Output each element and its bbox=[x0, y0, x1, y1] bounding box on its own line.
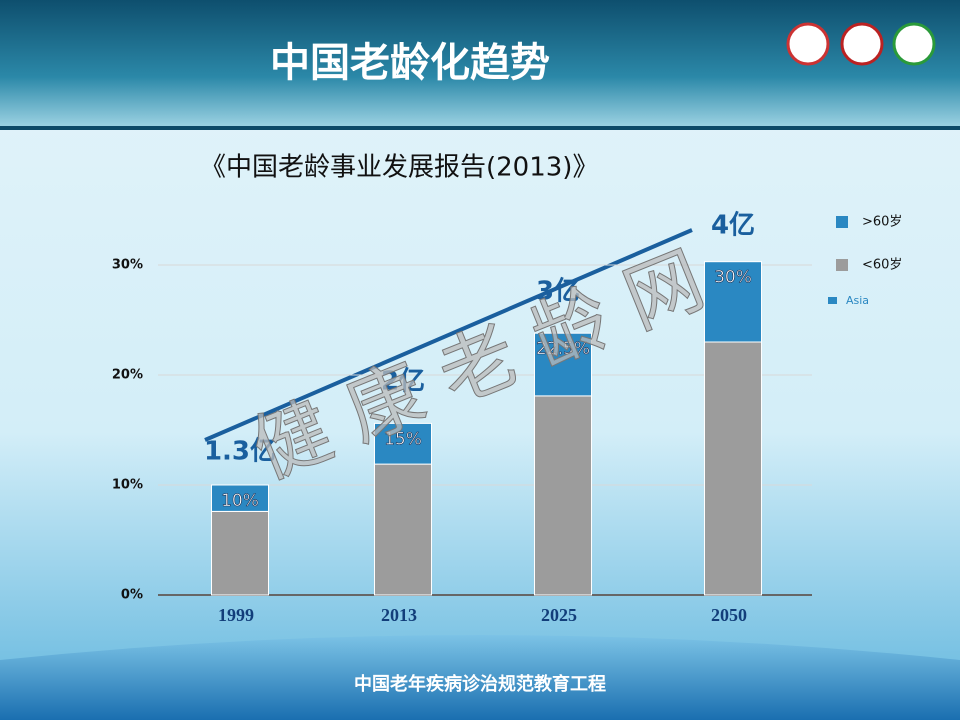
x-tick-label: 2025 bbox=[541, 605, 577, 625]
share-label: 22.5% bbox=[536, 339, 590, 359]
bar-segment bbox=[211, 510, 269, 596]
bar-segment bbox=[534, 395, 592, 596]
x-tick-label: 1999 bbox=[218, 605, 254, 625]
bar-segment bbox=[704, 261, 762, 343]
bar-segment bbox=[374, 422, 432, 465]
bar-segment bbox=[534, 332, 592, 397]
legend-label: >60岁 bbox=[862, 215, 902, 230]
bar-segment bbox=[374, 463, 432, 596]
footer: 中国老年疾病诊治规范教育工程 bbox=[354, 673, 606, 695]
population-label: 3亿 bbox=[536, 277, 580, 307]
share-label: 30% bbox=[714, 268, 752, 288]
y-tick-label: 0% bbox=[121, 588, 143, 603]
header-rule bbox=[0, 126, 960, 130]
bar-segment bbox=[704, 341, 762, 596]
share-label: 15% bbox=[384, 429, 422, 449]
legend-swatch bbox=[836, 216, 848, 228]
population-label: 4亿 bbox=[711, 211, 755, 241]
header-band bbox=[0, 0, 960, 128]
footer-band bbox=[0, 635, 960, 720]
population-label: 1.3亿 bbox=[204, 437, 276, 467]
y-tick-label: 10% bbox=[112, 478, 143, 493]
x-tick-label: 2050 bbox=[711, 605, 747, 625]
legend-swatch bbox=[828, 297, 837, 304]
legend-label: <60岁 bbox=[862, 258, 902, 273]
logo bbox=[786, 22, 830, 66]
population-label: 2亿 bbox=[381, 367, 425, 397]
legend-swatch bbox=[836, 259, 848, 271]
x-tick-label: 2013 bbox=[381, 605, 417, 625]
y-tick-label: 20% bbox=[112, 368, 143, 383]
subtitle: 《中国老龄事业发展报告(2013)》 bbox=[200, 153, 598, 183]
legend-label: Asia bbox=[846, 294, 869, 307]
plot: 0% 10% 20% 30% 10% 1999 15% 2013 22.5% 2025 30% 205… bbox=[112, 211, 903, 626]
share-label: 10% bbox=[221, 491, 259, 511]
title: 中国老龄化趋势 bbox=[270, 40, 550, 86]
logo bbox=[892, 22, 936, 66]
y-tick-label: 30% bbox=[112, 258, 143, 273]
logo bbox=[840, 22, 884, 66]
bar-segment bbox=[211, 484, 269, 512]
